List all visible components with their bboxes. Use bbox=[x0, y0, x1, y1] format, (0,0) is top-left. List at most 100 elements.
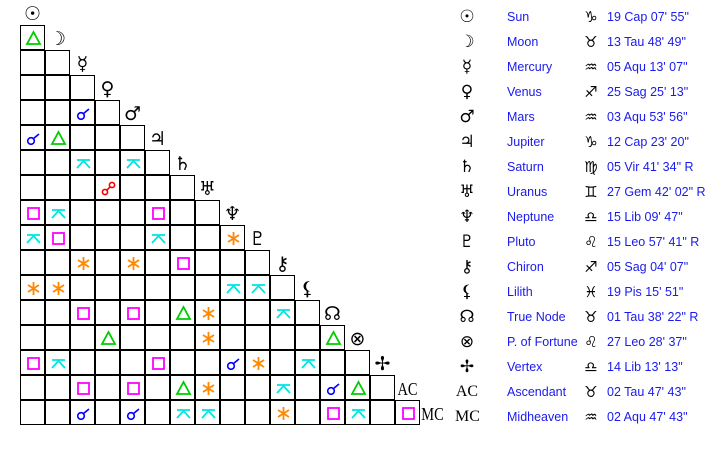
aspect-cell[interactable] bbox=[94, 374, 120, 400]
aspect-cell[interactable] bbox=[269, 374, 295, 400]
aspect-cell[interactable] bbox=[19, 224, 45, 250]
aspect-cell[interactable] bbox=[19, 149, 45, 175]
aspect-cell[interactable] bbox=[44, 249, 70, 275]
aspect-cell[interactable] bbox=[119, 374, 145, 400]
aspect-cell[interactable] bbox=[94, 99, 120, 125]
aspect-cell[interactable] bbox=[44, 124, 70, 150]
aspect-cell[interactable] bbox=[44, 149, 70, 175]
aspect-cell[interactable] bbox=[319, 399, 345, 425]
aspect-cell[interactable] bbox=[219, 274, 245, 300]
aspect-cell[interactable] bbox=[244, 324, 270, 350]
aspect-cell[interactable] bbox=[44, 274, 70, 300]
aspect-cell[interactable] bbox=[19, 374, 45, 400]
aspect-cell[interactable] bbox=[344, 374, 370, 400]
aspect-cell[interactable] bbox=[269, 299, 295, 325]
aspect-cell[interactable] bbox=[319, 374, 345, 400]
aspect-cell[interactable] bbox=[219, 249, 245, 275]
aspect-cell[interactable] bbox=[69, 99, 95, 125]
aspect-cell[interactable] bbox=[19, 99, 45, 125]
aspect-cell[interactable] bbox=[119, 324, 145, 350]
aspect-cell[interactable] bbox=[19, 199, 45, 225]
aspect-cell[interactable] bbox=[94, 124, 120, 150]
aspect-cell[interactable] bbox=[119, 149, 145, 175]
aspect-cell[interactable] bbox=[69, 149, 95, 175]
aspect-cell[interactable] bbox=[244, 274, 270, 300]
aspect-cell[interactable] bbox=[119, 274, 145, 300]
aspect-cell[interactable] bbox=[244, 249, 270, 275]
aspect-cell[interactable] bbox=[44, 199, 70, 225]
aspect-cell[interactable] bbox=[69, 249, 95, 275]
aspect-cell[interactable] bbox=[119, 124, 145, 150]
aspect-cell[interactable] bbox=[219, 374, 245, 400]
aspect-cell[interactable] bbox=[219, 399, 245, 425]
aspect-cell[interactable] bbox=[344, 399, 370, 425]
aspect-cell[interactable] bbox=[219, 299, 245, 325]
aspect-cell[interactable] bbox=[244, 299, 270, 325]
aspect-cell[interactable] bbox=[94, 249, 120, 275]
aspect-cell[interactable] bbox=[194, 249, 220, 275]
aspect-cell[interactable] bbox=[44, 374, 70, 400]
aspect-cell[interactable] bbox=[294, 324, 320, 350]
aspect-cell[interactable] bbox=[319, 324, 345, 350]
aspect-cell[interactable] bbox=[69, 124, 95, 150]
aspect-cell[interactable] bbox=[94, 199, 120, 225]
aspect-cell[interactable] bbox=[369, 374, 395, 400]
aspect-cell[interactable] bbox=[194, 349, 220, 375]
aspect-cell[interactable] bbox=[19, 49, 45, 75]
aspect-cell[interactable] bbox=[394, 399, 420, 425]
aspect-cell[interactable] bbox=[19, 349, 45, 375]
aspect-cell[interactable] bbox=[194, 324, 220, 350]
aspect-cell[interactable] bbox=[144, 249, 170, 275]
aspect-cell[interactable] bbox=[344, 349, 370, 375]
aspect-cell[interactable] bbox=[119, 249, 145, 275]
aspect-cell[interactable] bbox=[144, 224, 170, 250]
aspect-cell[interactable] bbox=[19, 74, 45, 100]
aspect-cell[interactable] bbox=[44, 399, 70, 425]
aspect-cell[interactable] bbox=[194, 199, 220, 225]
aspect-cell[interactable] bbox=[69, 199, 95, 225]
aspect-cell[interactable] bbox=[19, 399, 45, 425]
aspect-cell[interactable] bbox=[144, 149, 170, 175]
aspect-cell[interactable] bbox=[19, 274, 45, 300]
aspect-cell[interactable] bbox=[169, 299, 195, 325]
aspect-cell[interactable] bbox=[69, 349, 95, 375]
aspect-cell[interactable] bbox=[44, 324, 70, 350]
aspect-cell[interactable] bbox=[144, 324, 170, 350]
aspect-cell[interactable] bbox=[69, 324, 95, 350]
aspect-cell[interactable] bbox=[294, 399, 320, 425]
aspect-cell[interactable] bbox=[44, 174, 70, 200]
aspect-cell[interactable] bbox=[119, 174, 145, 200]
aspect-cell[interactable] bbox=[19, 249, 45, 275]
aspect-cell[interactable] bbox=[69, 174, 95, 200]
aspect-cell[interactable] bbox=[69, 374, 95, 400]
aspect-cell[interactable] bbox=[69, 224, 95, 250]
aspect-cell[interactable] bbox=[269, 274, 295, 300]
aspect-cell[interactable] bbox=[19, 299, 45, 325]
aspect-cell[interactable] bbox=[119, 349, 145, 375]
aspect-cell[interactable] bbox=[294, 299, 320, 325]
aspect-cell[interactable] bbox=[44, 349, 70, 375]
aspect-cell[interactable] bbox=[19, 24, 45, 50]
aspect-cell[interactable] bbox=[369, 399, 395, 425]
aspect-cell[interactable] bbox=[194, 374, 220, 400]
aspect-cell[interactable] bbox=[194, 399, 220, 425]
aspect-cell[interactable] bbox=[94, 299, 120, 325]
aspect-cell[interactable] bbox=[194, 224, 220, 250]
aspect-cell[interactable] bbox=[144, 299, 170, 325]
aspect-cell[interactable] bbox=[94, 174, 120, 200]
aspect-cell[interactable] bbox=[244, 374, 270, 400]
aspect-cell[interactable] bbox=[19, 174, 45, 200]
aspect-cell[interactable] bbox=[194, 274, 220, 300]
aspect-cell[interactable] bbox=[169, 324, 195, 350]
aspect-cell[interactable] bbox=[144, 349, 170, 375]
aspect-cell[interactable] bbox=[69, 74, 95, 100]
aspect-cell[interactable] bbox=[169, 249, 195, 275]
aspect-cell[interactable] bbox=[169, 349, 195, 375]
aspect-cell[interactable] bbox=[269, 324, 295, 350]
aspect-cell[interactable] bbox=[244, 399, 270, 425]
aspect-cell[interactable] bbox=[44, 224, 70, 250]
aspect-cell[interactable] bbox=[169, 374, 195, 400]
aspect-cell[interactable] bbox=[119, 299, 145, 325]
aspect-cell[interactable] bbox=[69, 274, 95, 300]
aspect-cell[interactable] bbox=[294, 374, 320, 400]
